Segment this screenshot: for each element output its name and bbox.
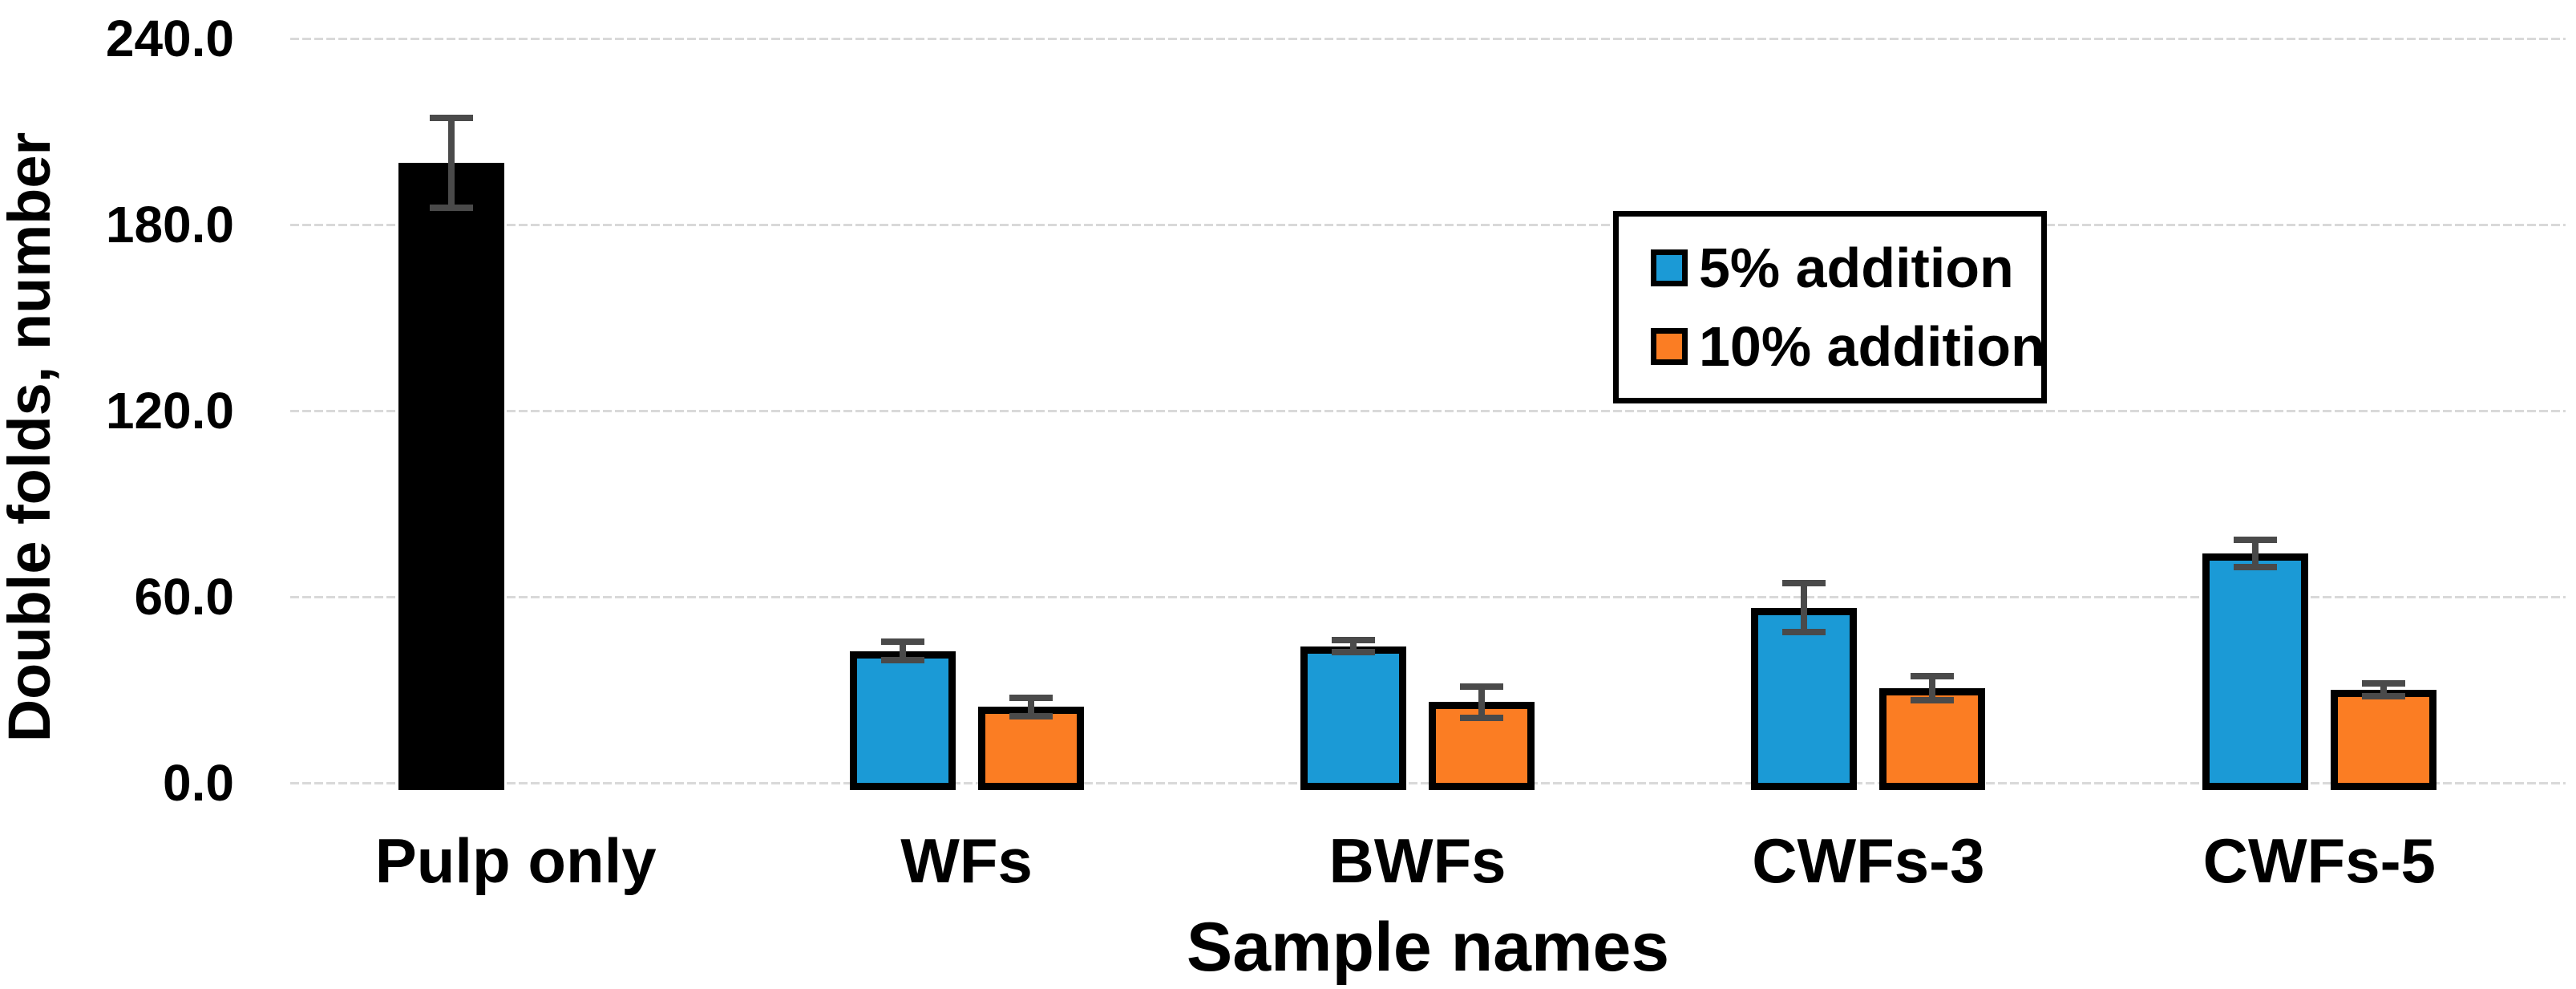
error-bar-cap-bottom bbox=[1782, 629, 1826, 636]
error-bar-cap-top bbox=[1332, 637, 1375, 644]
error-bar-cap-bottom bbox=[1009, 712, 1053, 719]
category-label-cwfs-5: CWFs-5 bbox=[2202, 825, 2436, 896]
error-bar-cap-top bbox=[2233, 536, 2277, 543]
x-axis-title: Sample names bbox=[1186, 909, 1670, 986]
error-bar-cwfs-3-10-percent-addition bbox=[1929, 672, 1936, 704]
error-bar-cap-bottom bbox=[2233, 564, 2277, 571]
gridline-y-120 bbox=[290, 410, 2566, 412]
error-bar-wfs-10-percent-addition bbox=[1027, 694, 1034, 719]
y-tick-label-240: 240.0 bbox=[105, 10, 234, 67]
y-tick-label-180: 180.0 bbox=[105, 196, 234, 253]
error-bar-cap-top bbox=[880, 638, 924, 646]
bar-wfs-5-percent-addition bbox=[849, 651, 956, 790]
category-label-wfs: WFs bbox=[900, 825, 1033, 896]
legend: 5% addition 10% addition bbox=[1613, 211, 2047, 403]
legend-swatch-5-percent-icon bbox=[1651, 249, 1688, 286]
error-bar-cap-top bbox=[1460, 683, 1503, 691]
error-bar-cap-bottom bbox=[2361, 692, 2405, 699]
error-bar-cap-top bbox=[1782, 579, 1826, 586]
gridline-y-0 bbox=[290, 782, 2566, 784]
error-bar-bwfs-5-percent-addition bbox=[1350, 637, 1357, 656]
legend-label-10-percent: 10% addition bbox=[1699, 315, 2045, 379]
error-bar-pulp-only-5-percent-addition bbox=[448, 114, 455, 211]
y-tick-label-0: 0.0 bbox=[163, 754, 234, 812]
error-bar-wfs-5-percent-addition bbox=[899, 638, 906, 664]
error-bar-cap-top bbox=[1911, 672, 1955, 679]
gridline-y-60 bbox=[290, 596, 2566, 598]
error-bar-cap-bottom bbox=[880, 657, 924, 664]
bar-pulp-only-5-percent-addition bbox=[398, 162, 505, 790]
bar-wfs-10-percent-addition bbox=[977, 707, 1084, 790]
error-bar-cap-top bbox=[1009, 694, 1053, 701]
error-bar-cwfs-5-5-percent-addition bbox=[2251, 536, 2259, 571]
y-tick-label-120: 120.0 bbox=[105, 382, 234, 440]
bar-bwfs-5-percent-addition bbox=[1300, 646, 1406, 790]
bar-cwfs-3-10-percent-addition bbox=[1879, 688, 1986, 790]
category-label-pulp-only: Pulp only bbox=[374, 825, 657, 896]
error-bar-cap-bottom bbox=[1911, 697, 1955, 704]
error-bar-cap-top bbox=[430, 114, 474, 121]
y-axis-title: Double folds, number bbox=[0, 132, 63, 743]
legend-swatch-10-percent-icon bbox=[1651, 328, 1688, 366]
gridline-y-240 bbox=[290, 38, 2566, 40]
error-bar-cwfs-5-10-percent-addition bbox=[2380, 680, 2387, 699]
error-bar-cap-top bbox=[2361, 680, 2405, 687]
legend-item-5-percent-addition: 5% addition bbox=[1651, 240, 2041, 296]
error-bar-cap-bottom bbox=[430, 204, 474, 211]
gridline-y-180 bbox=[290, 224, 2566, 226]
y-tick-label-60: 60.0 bbox=[134, 568, 234, 626]
error-bar-cap-bottom bbox=[1460, 714, 1503, 721]
error-bar-cap-bottom bbox=[1332, 649, 1375, 656]
error-bar-bwfs-10-percent-addition bbox=[1478, 683, 1485, 721]
bar-cwfs-5-10-percent-addition bbox=[2330, 690, 2436, 790]
error-bar-cwfs-3-5-percent-addition bbox=[1801, 579, 1808, 636]
category-label-bwfs: BWFs bbox=[1328, 825, 1506, 896]
legend-label-5-percent: 5% addition bbox=[1699, 236, 2014, 299]
legend-item-10-percent-addition: 10% addition bbox=[1651, 318, 2045, 375]
category-label-cwfs-3: CWFs-3 bbox=[1752, 825, 1985, 896]
bar-cwfs-5-5-percent-addition bbox=[2202, 553, 2308, 790]
